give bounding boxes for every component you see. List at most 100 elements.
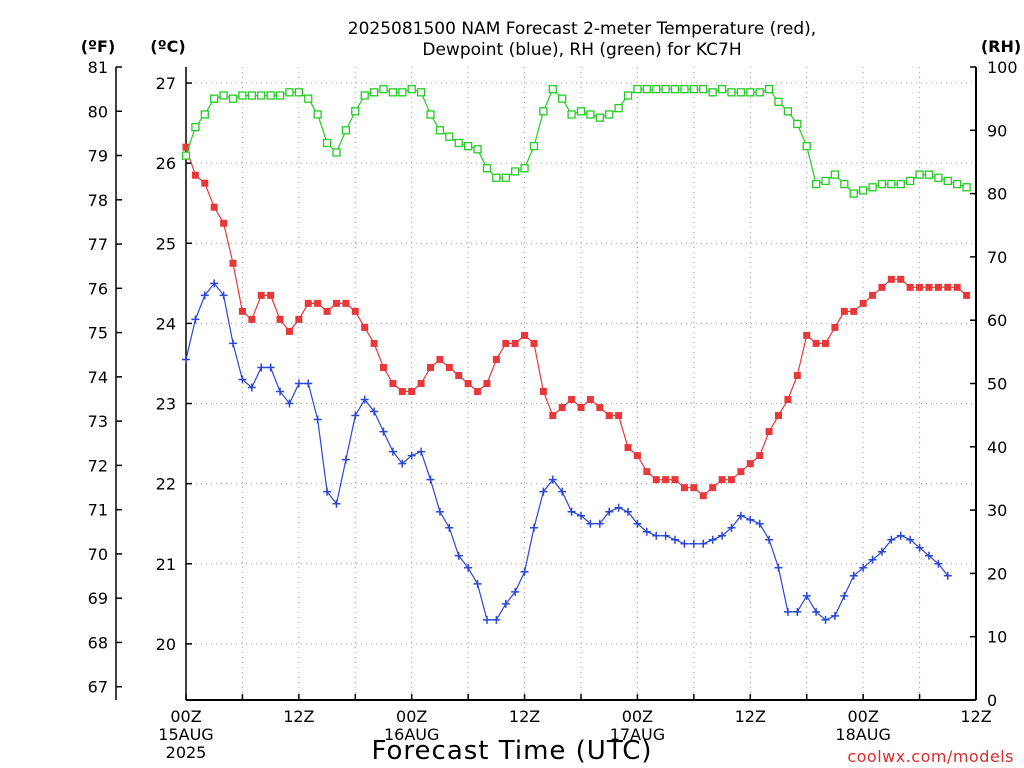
fahrenheit-tick-label: 76	[88, 279, 108, 298]
rh-point	[962, 183, 971, 192]
temperature-point	[906, 283, 914, 291]
temperature-line	[185, 146, 967, 497]
rh-point	[426, 110, 435, 119]
dewpoint-point	[388, 447, 397, 456]
temperature-point	[633, 452, 641, 460]
temperature-point	[718, 476, 726, 484]
temperature-point	[351, 307, 359, 315]
fahrenheit-tick-label: 79	[88, 147, 108, 166]
dewpoint-point	[285, 399, 294, 408]
dewpoint-point	[915, 543, 924, 552]
dewpoint-point	[840, 591, 849, 600]
dewpoint-point	[774, 563, 783, 572]
rh-point	[351, 107, 360, 116]
temperature-point	[662, 476, 670, 484]
rh-tick-label: 40	[987, 438, 1007, 457]
x-tick-label: 12Z	[735, 707, 766, 726]
temperature-point	[238, 307, 246, 315]
chart-title-line2: Dewpoint (blue), RH (green) for KC7H	[422, 40, 741, 60]
dewpoint-point	[746, 515, 755, 524]
dewpoint-point	[868, 555, 877, 564]
rh-point	[332, 148, 341, 157]
fahrenheit-tick-label: 70	[88, 545, 108, 564]
dewpoint-point	[680, 539, 689, 548]
rh-tick-label: 20	[987, 564, 1007, 583]
dewpoint-point	[567, 507, 576, 516]
temperature-point	[370, 339, 378, 347]
dewpoint-point	[454, 551, 463, 560]
dewpoint-point	[727, 523, 736, 532]
temperature-point	[455, 371, 463, 379]
dewpoint-point	[671, 535, 680, 544]
dewpoint-point	[558, 487, 567, 496]
temperature-point	[342, 299, 350, 307]
temperature-point	[737, 468, 745, 476]
dewpoint-point	[182, 355, 190, 364]
celsius-tick-label: 24	[156, 314, 176, 333]
dewpoint-point	[417, 447, 426, 456]
x-tick-label: 00Z	[847, 707, 878, 726]
dewpoint-point	[548, 475, 557, 484]
temperature-point	[643, 468, 651, 476]
rh-point	[633, 85, 642, 94]
temperature-point	[285, 327, 293, 335]
rh-unit-label: (RH)	[981, 37, 1021, 56]
rh-point	[454, 138, 463, 148]
temperature-point	[229, 259, 237, 267]
rh-point	[360, 91, 369, 100]
rh-point	[210, 94, 219, 103]
rh-tick-label: 100	[987, 58, 1018, 77]
temperature-point	[615, 412, 623, 420]
dewpoint-point	[765, 535, 774, 544]
dewpoint-series	[182, 279, 952, 624]
rh-point	[943, 176, 952, 186]
dewpoint-point	[266, 363, 275, 372]
rh-line	[185, 88, 967, 195]
rh-point	[670, 85, 680, 94]
rh-point	[511, 167, 520, 176]
rh-point	[285, 88, 294, 97]
temperature-point	[793, 371, 801, 379]
temperature-point	[474, 388, 482, 396]
celsius-tick-label: 22	[156, 475, 176, 494]
rh-point	[435, 126, 445, 135]
temperature-point	[445, 363, 453, 371]
temperature-point	[953, 283, 961, 291]
rh-point	[793, 119, 802, 129]
dewpoint-point	[520, 567, 529, 576]
dewpoint-point	[323, 487, 332, 496]
rh-point	[736, 88, 746, 97]
dewpoint-point	[906, 535, 915, 544]
rh-point	[699, 85, 708, 94]
dewpoint-point	[793, 607, 802, 616]
rh-point	[398, 88, 407, 97]
dewpoint-point	[247, 383, 256, 392]
temperature-point	[727, 476, 735, 484]
dewpoint-point	[238, 375, 247, 384]
rh-point	[313, 110, 322, 119]
temperature-point	[257, 291, 265, 299]
dewpoint-point	[924, 551, 933, 560]
dewpoint-point	[482, 615, 491, 624]
rh-tick-label: 80	[987, 185, 1007, 204]
dewpoint-point	[539, 487, 548, 496]
dewpoint-point	[830, 611, 839, 620]
rh-point	[783, 107, 793, 116]
dewpoint-point	[341, 455, 350, 464]
temperature-point	[887, 275, 895, 283]
fahrenheit-tick-label: 78	[88, 191, 108, 210]
temperature-point	[398, 388, 406, 396]
rh-point	[473, 145, 482, 154]
x-tick-label: 12Z	[283, 707, 314, 726]
x-tick-label: 2025	[166, 743, 207, 762]
rh-point	[407, 85, 416, 94]
rh-point	[764, 85, 774, 94]
dewpoint-point	[473, 579, 482, 588]
rh-point	[708, 88, 717, 97]
temperature-point	[596, 404, 604, 412]
fahrenheit-tick-label: 71	[88, 501, 108, 520]
dewpoint-point	[605, 507, 614, 516]
fahrenheit-tick-label: 74	[88, 368, 108, 387]
chart-title-line1: 2025081500 NAM Forecast 2-meter Temperat…	[348, 19, 816, 39]
